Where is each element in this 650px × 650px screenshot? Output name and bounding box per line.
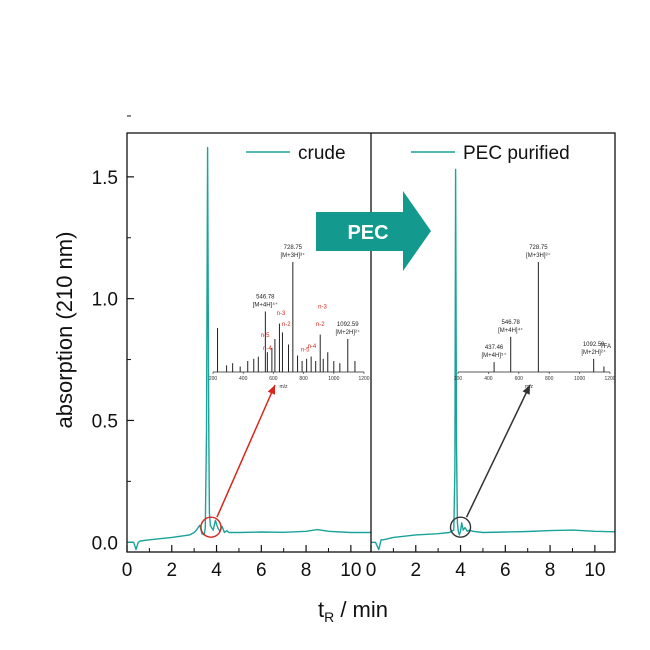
ms-annotation-mz: 1092.59 bbox=[337, 322, 359, 328]
ms-annotation-ion: [M+2H]²⁺ bbox=[335, 329, 360, 336]
ms-x-label: m/z bbox=[279, 384, 288, 390]
ms-annotation-ion: [M+3H]³⁺ bbox=[281, 252, 306, 259]
ms-fragment-label: n-5 bbox=[301, 347, 310, 353]
ms-tick-label: 200 bbox=[209, 376, 218, 382]
y-tick-label: 1.5 bbox=[92, 168, 118, 189]
ms-tick-label: 200 bbox=[454, 376, 463, 382]
ms-extra-label: TFA bbox=[600, 344, 611, 350]
connector-arrow-line bbox=[216, 384, 276, 518]
connector-arrow-line bbox=[465, 384, 531, 518]
ms-fragment-label: n-4 bbox=[308, 344, 317, 350]
x-tick-label: 8 bbox=[301, 560, 312, 581]
x-tick-label: 10 bbox=[340, 560, 361, 581]
ms-annotation-ion: [M+4H]⁴⁺ bbox=[498, 327, 523, 334]
ms-annotation-ion: [M+3H]³⁺ bbox=[526, 252, 551, 259]
ms-tick-label: 800 bbox=[545, 376, 554, 382]
ms-tick-label: 1000 bbox=[574, 376, 585, 382]
pec-arrow-shape bbox=[316, 191, 431, 271]
trace-line-purified bbox=[371, 168, 616, 551]
peak-circle bbox=[200, 516, 222, 538]
ms-annotation-ion: [M+4H]⁴⁺ bbox=[253, 302, 278, 309]
x-tick-label: 0 bbox=[366, 560, 377, 581]
x-tick-label: 6 bbox=[500, 560, 511, 581]
x-tick-label: 6 bbox=[256, 560, 267, 581]
y-tick-label: 1.0 bbox=[92, 290, 118, 311]
trace-line-crude bbox=[127, 146, 371, 551]
peak-circle bbox=[449, 516, 472, 538]
y-tick-label: 0.5 bbox=[92, 411, 118, 432]
x-tick-label: 4 bbox=[455, 560, 466, 581]
ms-inset-crude: 200 400 600 800 1000 1200 m/z 728.75[M+3H]³⁺ 546… bbox=[209, 245, 370, 390]
connector-arrow-head bbox=[267, 385, 275, 395]
ms-tick-label: 400 bbox=[239, 376, 248, 382]
x-tick-label: 4 bbox=[211, 560, 222, 581]
y-axis-title: absorption (210 nm) bbox=[52, 232, 77, 429]
ms-tick-label: 400 bbox=[484, 376, 493, 382]
ms-fragment-label: n-4 bbox=[263, 346, 272, 352]
x-tick-label: 2 bbox=[166, 560, 177, 581]
legend-label: PEC purified bbox=[463, 143, 570, 164]
ms-fragment-label: n-2 bbox=[316, 322, 325, 328]
ms-annotation-mz: 546.78 bbox=[502, 320, 521, 326]
connector-arrow-head bbox=[522, 385, 530, 395]
ms-tick-label: 1000 bbox=[328, 376, 339, 382]
ms-inset-purified: 20040060080010001200m/z728.75[M+3H]³⁺546… bbox=[454, 245, 616, 390]
ms-tick-label: 600 bbox=[269, 376, 278, 382]
ms-tick-label: 600 bbox=[515, 376, 524, 382]
pec-arrow-label: PEC bbox=[347, 222, 388, 244]
x-tick-label: 8 bbox=[545, 560, 556, 581]
ms-annotation-mz: 728.75 bbox=[284, 245, 303, 251]
x-axis-title: tR / min bbox=[318, 597, 388, 625]
ms-fragment-label: n-5 bbox=[261, 333, 270, 339]
ms-tick-label: 1200 bbox=[604, 376, 615, 382]
x-tick-label: 10 bbox=[584, 560, 605, 581]
ms-annotation-mz: 1092.59 bbox=[583, 342, 605, 348]
ms-tick-label: 800 bbox=[299, 376, 308, 382]
y-tick-label: 0.0 bbox=[92, 533, 118, 554]
ms-fragment-label: n-3 bbox=[318, 304, 327, 310]
legend-label: crude bbox=[298, 143, 346, 164]
ms-annotation-ion: [M+4H]⁵⁺ bbox=[482, 352, 507, 359]
ms-fragment-label: n-3 bbox=[277, 311, 286, 317]
x-tick-label: 0 bbox=[122, 560, 133, 581]
ms-annotation-mz: 546.78 bbox=[256, 295, 275, 301]
x-tick-label: 2 bbox=[410, 560, 421, 581]
ms-annotation-ion: [M+2H]²⁺ bbox=[581, 349, 606, 356]
ms-tick-label: 1200 bbox=[358, 376, 369, 382]
ms-annotation-mz: 728.75 bbox=[529, 245, 548, 251]
ms-fragment-label: n-2 bbox=[282, 322, 291, 328]
ms-annotation-mz: 437.46 bbox=[485, 345, 504, 351]
